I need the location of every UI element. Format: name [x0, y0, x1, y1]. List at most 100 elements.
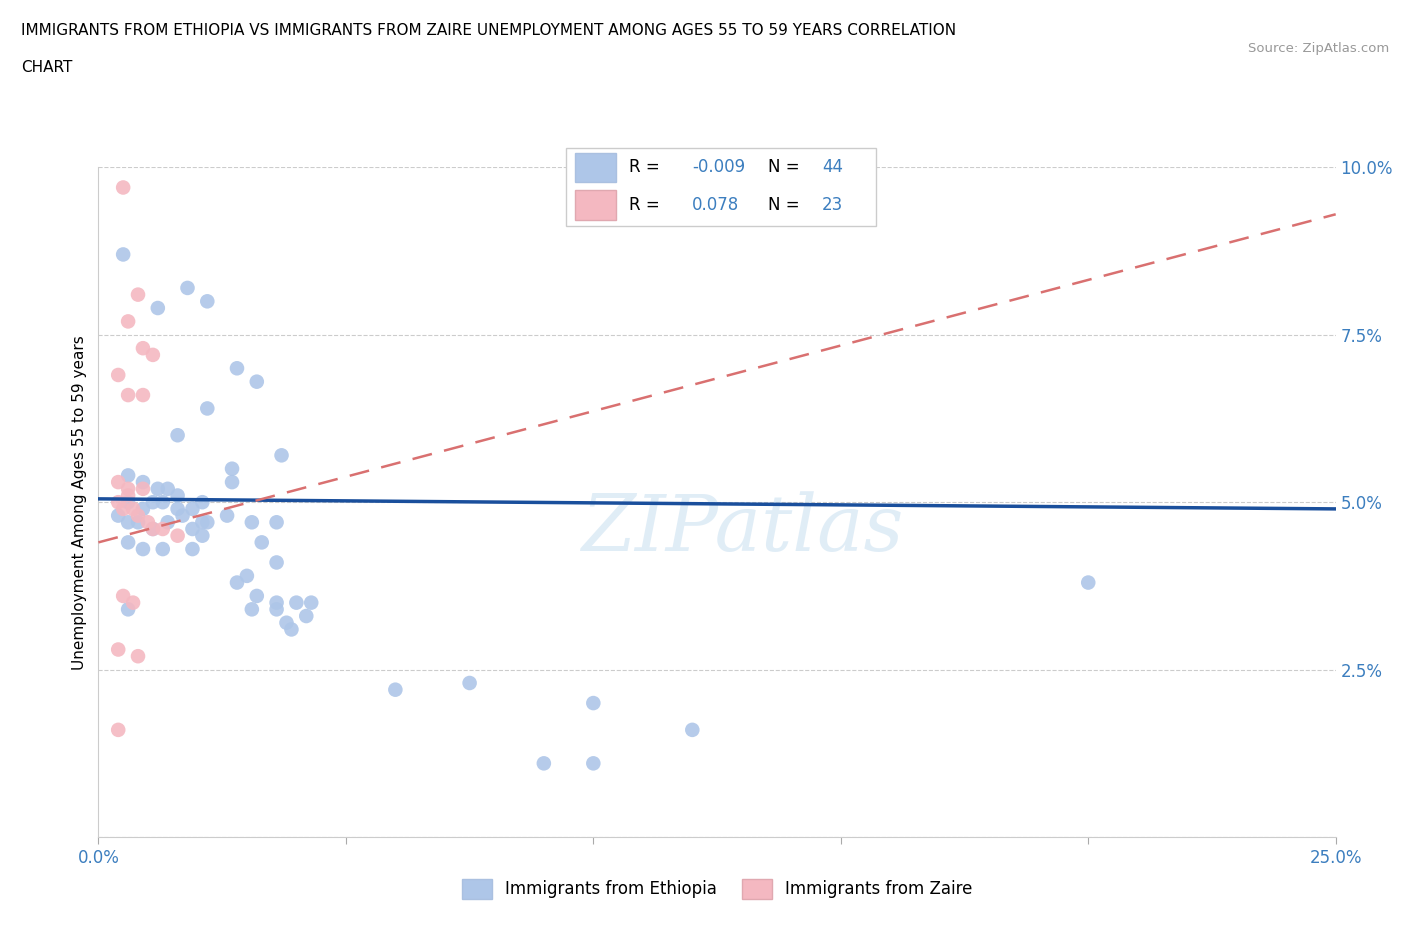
Point — [117, 602, 139, 617]
Point — [117, 314, 139, 329]
Point — [127, 515, 149, 530]
Point — [136, 515, 159, 530]
Point — [112, 501, 135, 516]
Point — [107, 474, 129, 489]
Point — [107, 642, 129, 657]
Point — [582, 696, 605, 711]
Point — [132, 541, 155, 556]
Point — [266, 602, 288, 617]
FancyBboxPatch shape — [565, 148, 876, 226]
Text: Source: ZipAtlas.com: Source: ZipAtlas.com — [1249, 42, 1389, 55]
Point — [181, 541, 204, 556]
Point — [181, 522, 204, 537]
Point — [142, 522, 165, 537]
Point — [107, 495, 129, 510]
Point — [156, 482, 179, 497]
Point — [132, 482, 155, 497]
Point — [250, 535, 273, 550]
Point — [217, 508, 239, 523]
Point — [266, 555, 288, 570]
Point — [152, 541, 174, 556]
Point — [112, 247, 135, 262]
Point — [117, 468, 139, 483]
Point — [191, 515, 214, 530]
Point — [132, 388, 155, 403]
Point — [142, 495, 165, 510]
Point — [152, 522, 174, 537]
Point — [166, 488, 188, 503]
Point — [280, 622, 302, 637]
Point — [246, 374, 269, 389]
Point — [285, 595, 308, 610]
Point — [221, 461, 243, 476]
Point — [117, 515, 139, 530]
Text: ZIPatlas: ZIPatlas — [581, 491, 903, 567]
Point — [458, 675, 481, 690]
Point — [132, 340, 155, 355]
Point — [236, 568, 259, 583]
Point — [240, 515, 263, 530]
Point — [195, 294, 218, 309]
FancyBboxPatch shape — [575, 153, 616, 182]
Point — [107, 723, 129, 737]
Text: CHART: CHART — [21, 60, 73, 75]
Text: N =: N = — [768, 158, 800, 177]
Point — [1077, 575, 1099, 590]
Point — [295, 608, 318, 623]
Point — [226, 575, 249, 590]
Point — [384, 683, 406, 698]
Point — [117, 535, 139, 550]
Point — [195, 401, 218, 416]
Text: 0.078: 0.078 — [692, 196, 740, 214]
Text: R =: R = — [628, 196, 659, 214]
Point — [117, 482, 139, 497]
Point — [240, 602, 263, 617]
Point — [166, 528, 188, 543]
Point — [142, 348, 165, 363]
Text: N =: N = — [768, 196, 800, 214]
Point — [142, 522, 165, 537]
Point — [582, 756, 605, 771]
Point — [533, 756, 555, 771]
Point — [270, 448, 292, 463]
Point — [117, 388, 139, 403]
Point — [107, 367, 129, 382]
Point — [122, 595, 145, 610]
Point — [226, 361, 249, 376]
Point — [276, 616, 298, 631]
Point — [152, 495, 174, 510]
Point — [166, 501, 188, 516]
Point — [146, 300, 169, 315]
Point — [127, 649, 149, 664]
Point — [191, 528, 214, 543]
Point — [146, 482, 169, 497]
Point — [181, 501, 204, 516]
Text: 23: 23 — [821, 196, 844, 214]
Point — [127, 287, 149, 302]
Point — [266, 515, 288, 530]
Point — [246, 589, 269, 604]
Point — [299, 595, 322, 610]
Y-axis label: Unemployment Among Ages 55 to 59 years: Unemployment Among Ages 55 to 59 years — [72, 335, 87, 670]
Text: 44: 44 — [821, 158, 842, 177]
Text: -0.009: -0.009 — [692, 158, 745, 177]
Point — [132, 474, 155, 489]
Point — [176, 281, 198, 296]
Point — [172, 508, 194, 523]
Text: R =: R = — [628, 158, 659, 177]
Point — [195, 515, 218, 530]
Point — [221, 474, 243, 489]
Point — [112, 589, 135, 604]
Point — [117, 495, 139, 510]
Point — [132, 501, 155, 516]
Point — [681, 723, 703, 737]
Point — [191, 495, 214, 510]
Point — [127, 508, 149, 523]
Legend: Immigrants from Ethiopia, Immigrants from Zaire: Immigrants from Ethiopia, Immigrants fro… — [456, 872, 979, 906]
Point — [112, 180, 135, 195]
Point — [107, 508, 129, 523]
Point — [266, 595, 288, 610]
Point — [156, 515, 179, 530]
Point — [122, 501, 145, 516]
Point — [166, 428, 188, 443]
